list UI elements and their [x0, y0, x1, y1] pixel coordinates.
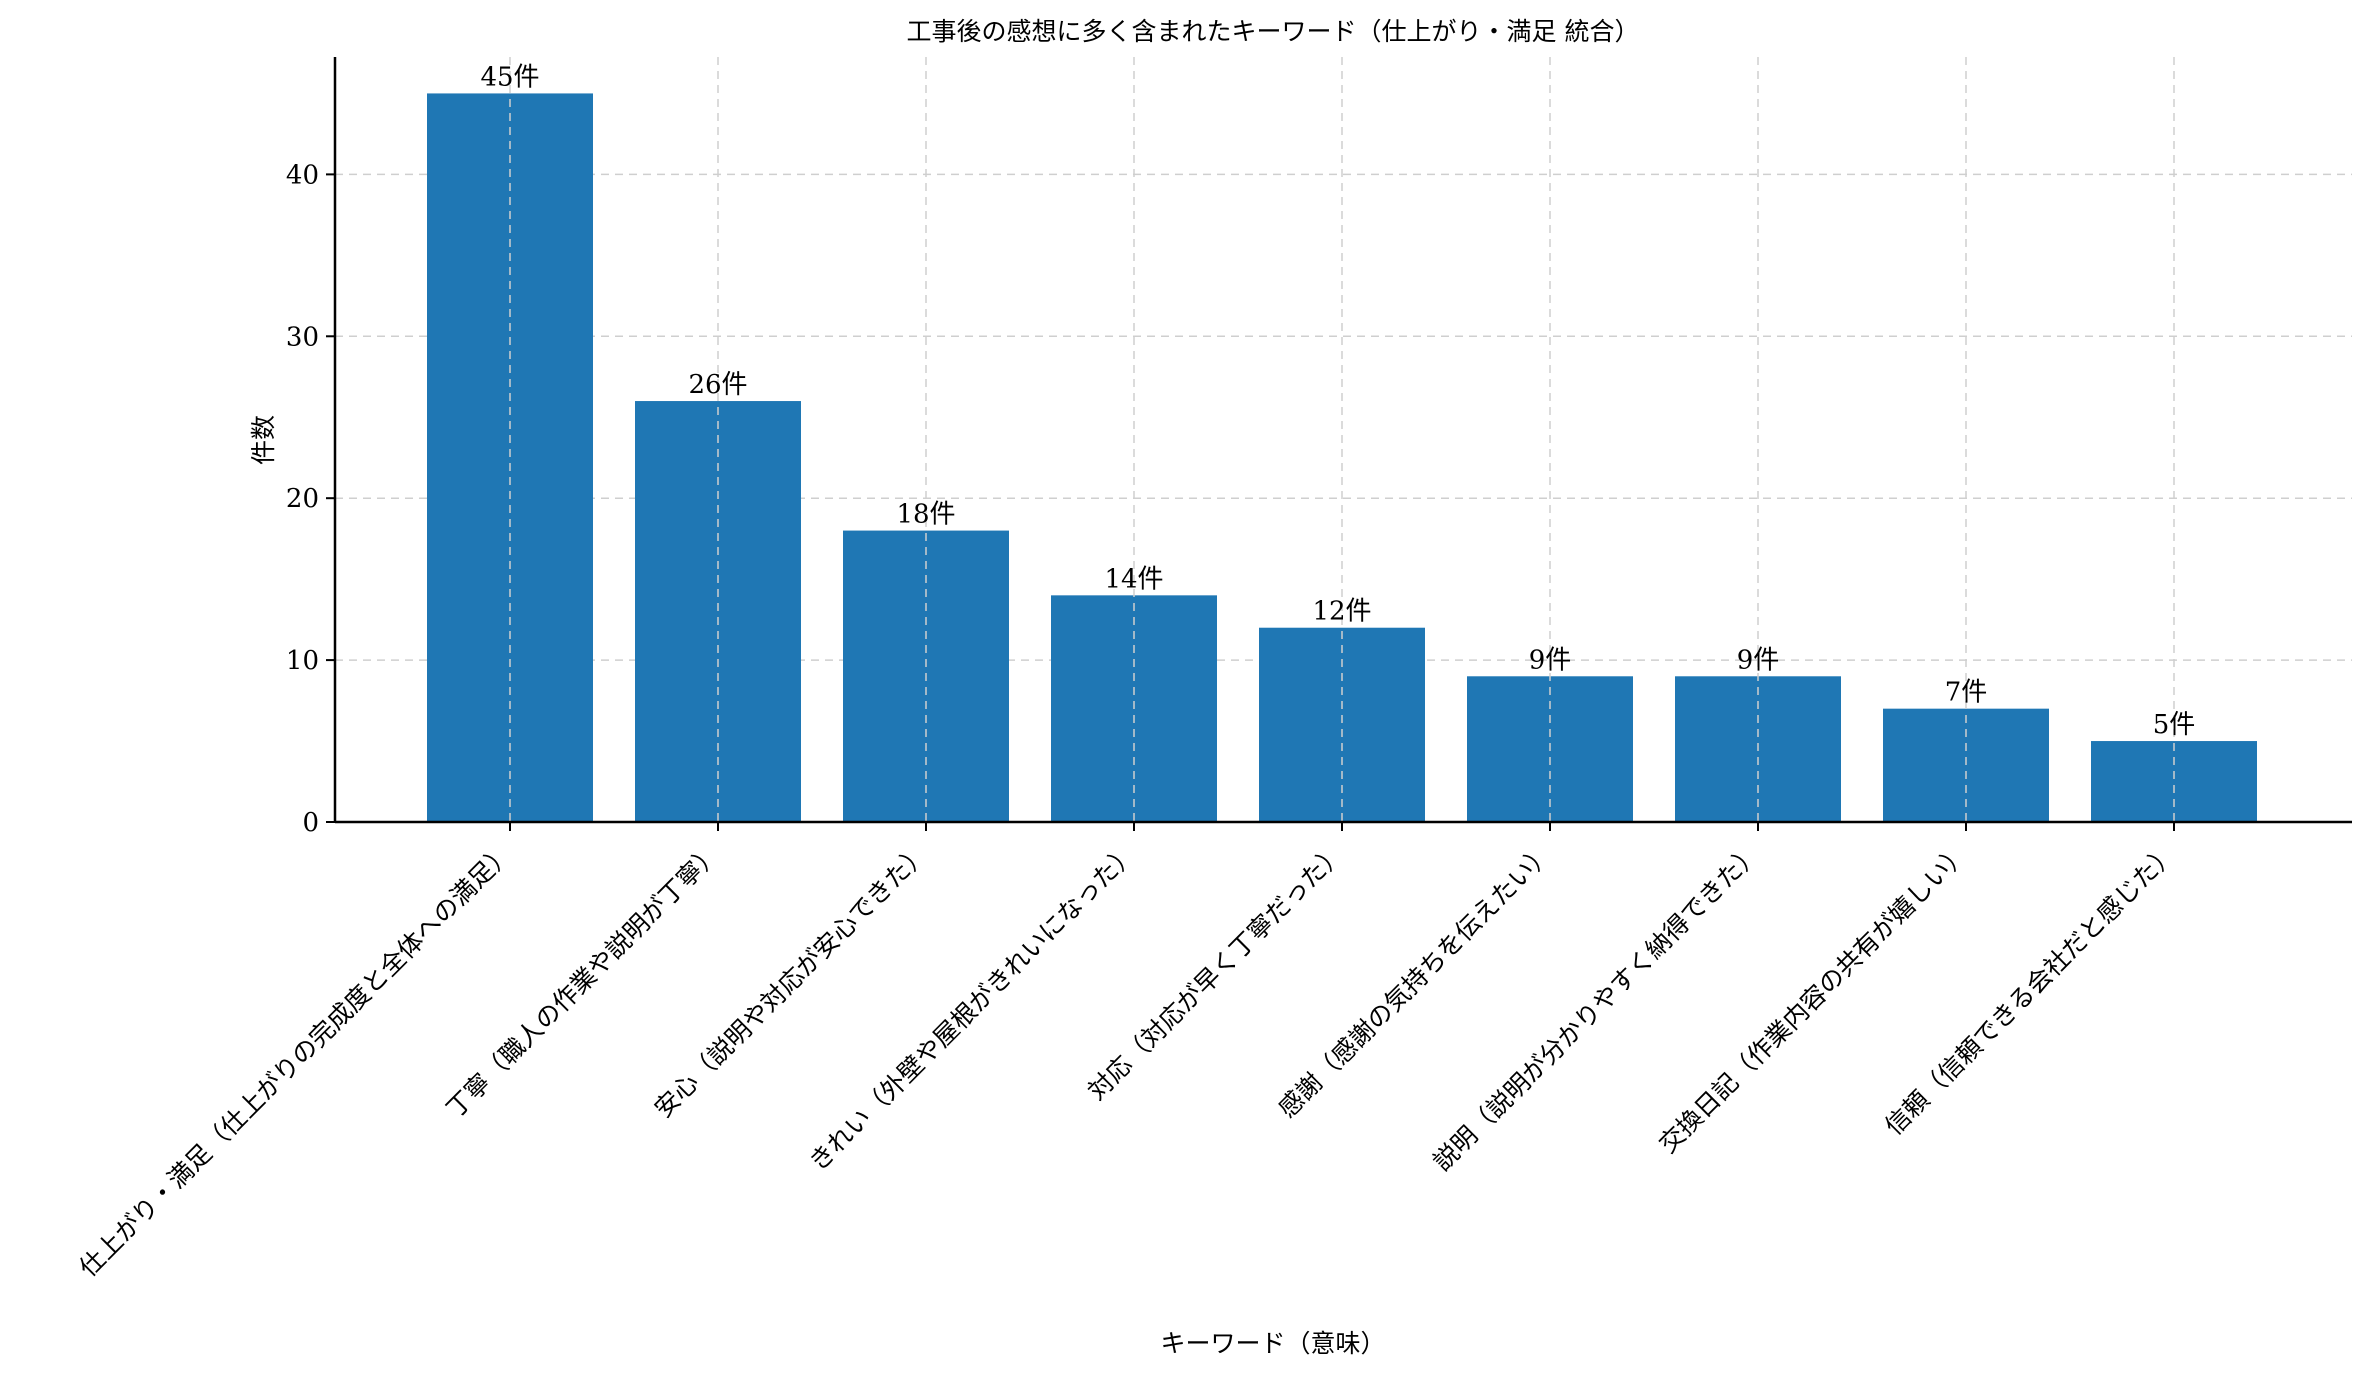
y-tick-label: 30 [286, 322, 319, 352]
data-label: 9件 [1737, 645, 1780, 675]
bar [635, 401, 801, 822]
y-tick-label: 10 [286, 646, 319, 676]
axes [333, 57, 2352, 824]
x-axis-title: キーワード（意味） [1160, 1329, 1385, 1358]
y-tick-label: 40 [286, 160, 319, 190]
bar [2091, 741, 2257, 822]
data-label: 9件 [1529, 645, 1572, 675]
data-label: 18件 [896, 500, 955, 530]
y-tick-label: 20 [286, 484, 319, 514]
x-tick-label: きれい（外壁や屋根がきれいになった） [804, 838, 1143, 1177]
data-label: 12件 [1312, 597, 1371, 627]
data-label: 14件 [1104, 564, 1163, 594]
chart-title: 工事後の感想に多く含まれたキーワード（仕上がり・満足 統合） [907, 17, 1640, 46]
y-tick-label: 0 [302, 808, 319, 838]
data-label: 26件 [688, 370, 747, 400]
data-label: 45件 [480, 62, 539, 92]
y-axis-title: 件数 [249, 415, 278, 465]
data-label: 7件 [1945, 678, 1988, 708]
x-tick-label: 説明（説明が分かりやすく納得できた） [1428, 838, 1767, 1177]
data-labels: 45件 26件 18件 14件 12件 9件 9件 7件 5件 [480, 57, 2195, 822]
data-label: 5件 [2153, 710, 2196, 740]
x-tick-label: 仕上がり・満足（仕上がりの完成度と全体への満足） [73, 838, 518, 1283]
